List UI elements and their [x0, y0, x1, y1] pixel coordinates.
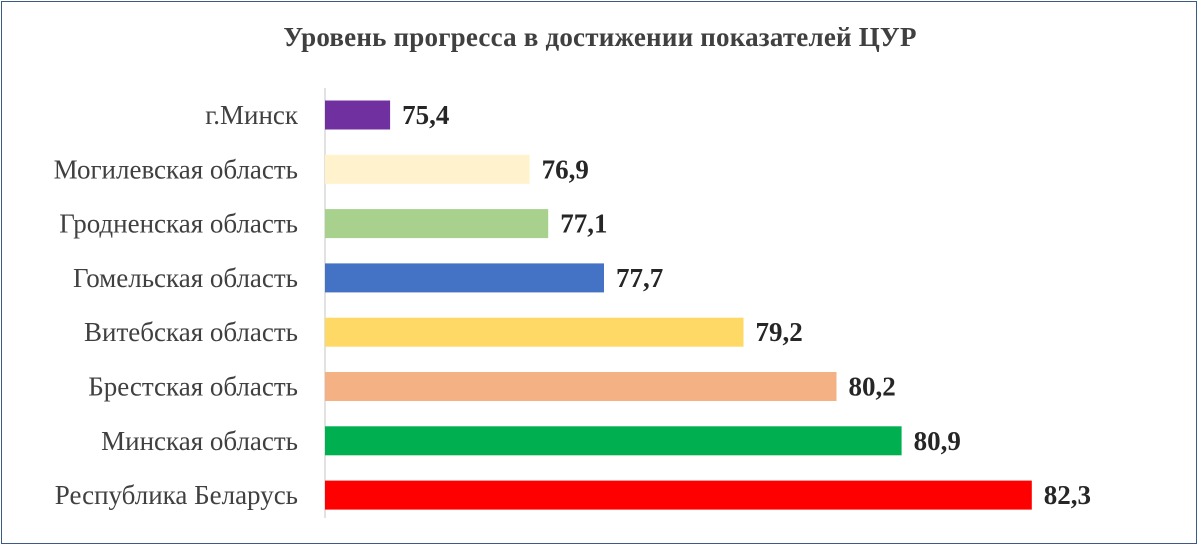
bar — [325, 263, 604, 293]
bar — [325, 480, 1032, 510]
category-label: г.Минск — [205, 100, 299, 130]
data-label: 80,2 — [849, 372, 896, 402]
bar — [325, 100, 391, 130]
bar — [325, 372, 837, 401]
data-label: 79,2 — [756, 317, 803, 347]
category-label: Брестская область — [88, 372, 298, 402]
data-label: 80,9 — [914, 426, 961, 456]
bar — [325, 317, 744, 347]
data-label: 76,9 — [542, 154, 589, 184]
chart-title: Уровень прогресса в достижении показател… — [283, 22, 917, 52]
bars-group — [325, 100, 1032, 510]
bar — [325, 426, 902, 456]
category-label: Могилевская область — [54, 154, 298, 184]
value-labels-group: 75,4 76,9 77,1 77,7 79,2 80,2 80,9 82,3 — [402, 100, 1091, 510]
data-label: 77,1 — [560, 209, 607, 239]
bar — [325, 154, 530, 184]
category-label: Гродненская область — [59, 209, 298, 239]
data-label: 75,4 — [402, 100, 449, 130]
data-label: 77,7 — [616, 263, 663, 293]
category-label: Республика Беларусь — [55, 480, 298, 510]
category-label: Витебская область — [84, 317, 298, 347]
data-label: 82,3 — [1044, 480, 1091, 510]
category-label: Минская область — [101, 426, 298, 456]
category-labels-group: г.Минск Могилевская область Гродненская об… — [54, 100, 299, 510]
category-label: Гомельская область — [73, 263, 298, 293]
bar — [325, 209, 549, 239]
